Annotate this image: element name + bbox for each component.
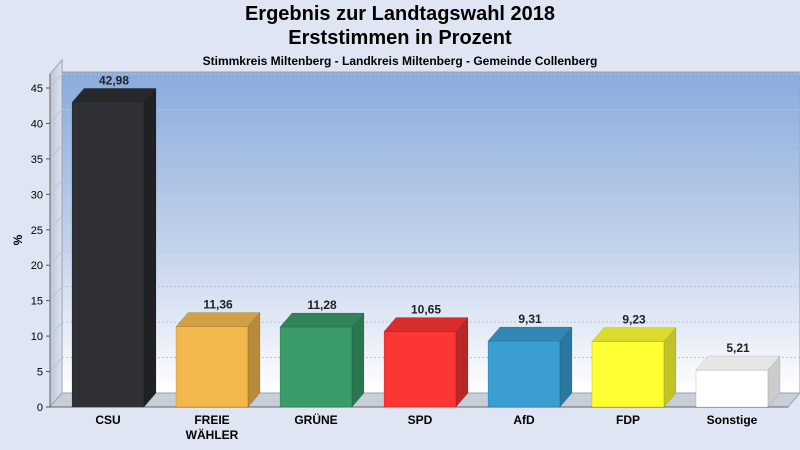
bar-front [71, 102, 145, 408]
x-tick-label: SPD [408, 413, 433, 427]
x-tick-label: WÄHLER [186, 427, 239, 442]
bars [71, 87, 781, 408]
gridline-wall [49, 73, 63, 89]
y-tick-label: 20 [31, 260, 43, 272]
bar-front [383, 331, 457, 408]
x-tick-label: CSU [95, 413, 120, 427]
y-tick-label: 40 [31, 118, 43, 130]
bar [279, 312, 365, 408]
bar-side [351, 312, 365, 408]
bar-top [175, 312, 261, 327]
gridline-wall [49, 286, 63, 301]
chart-title: Ergebnis zur Landtagswahl 2018 [244, 3, 556, 25]
bar-top [695, 355, 781, 371]
x-tick-label: FREIE [194, 413, 229, 427]
bar-front [695, 369, 769, 408]
bar-front [591, 341, 665, 408]
y-tick-label: 25 [31, 225, 43, 237]
bar-top [487, 326, 573, 342]
y-tick-label: 0 [37, 402, 43, 414]
bar [71, 87, 157, 408]
chart-title-line2: Erststimmen in Prozent [288, 27, 512, 49]
value-label: 9,31 [518, 312, 542, 326]
gridline-wall [49, 357, 63, 372]
value-label: 11,36 [203, 297, 233, 311]
gridline-wall [49, 250, 63, 266]
value-label: 11,28 [307, 298, 337, 312]
y-tick-label: 45 [31, 83, 43, 95]
bar [175, 311, 261, 408]
bar [695, 355, 781, 408]
y-tick-label: 10 [31, 331, 43, 343]
value-label: 10,65 [411, 303, 441, 317]
bar [591, 326, 677, 408]
y-axis-label: % [11, 234, 25, 245]
y-tick-label: 30 [31, 189, 43, 201]
x-tick-label: Sonstige [707, 413, 758, 427]
bar-front [279, 326, 353, 408]
x-tick-label: AfD [513, 413, 535, 427]
value-label: 9,23 [622, 313, 646, 327]
bar-top [279, 312, 365, 328]
bar-top [383, 317, 469, 332]
bar-front [175, 326, 249, 408]
y-tick-label: 15 [31, 296, 43, 308]
y-tick-label: 35 [31, 154, 43, 166]
bar-side [455, 316, 469, 408]
gridline-wall [49, 109, 63, 124]
bar-side [143, 87, 157, 408]
bar-top [71, 88, 157, 103]
bar [487, 326, 573, 408]
bar-side [247, 311, 261, 408]
bar [383, 316, 469, 408]
bar-top [591, 327, 677, 342]
y-tick-label: 5 [37, 367, 43, 379]
value-label: 5,21 [726, 341, 750, 355]
value-label: 42,98 [99, 73, 129, 87]
x-tick-label: GRÜNE [294, 412, 337, 427]
value-labels: 42,98 11,36 11,28 10,65 9,31 9,23 5,21 [99, 73, 750, 355]
gridline-wall [49, 144, 63, 160]
gridline-wall [49, 215, 63, 231]
gridline-wall [49, 180, 63, 195]
chart-subtitle: Stimmkreis Miltenberg - Landkreis Milten… [202, 54, 598, 68]
x-tick-label: FDP [616, 413, 640, 427]
gridline-wall [49, 321, 63, 337]
bar-front [487, 340, 561, 408]
